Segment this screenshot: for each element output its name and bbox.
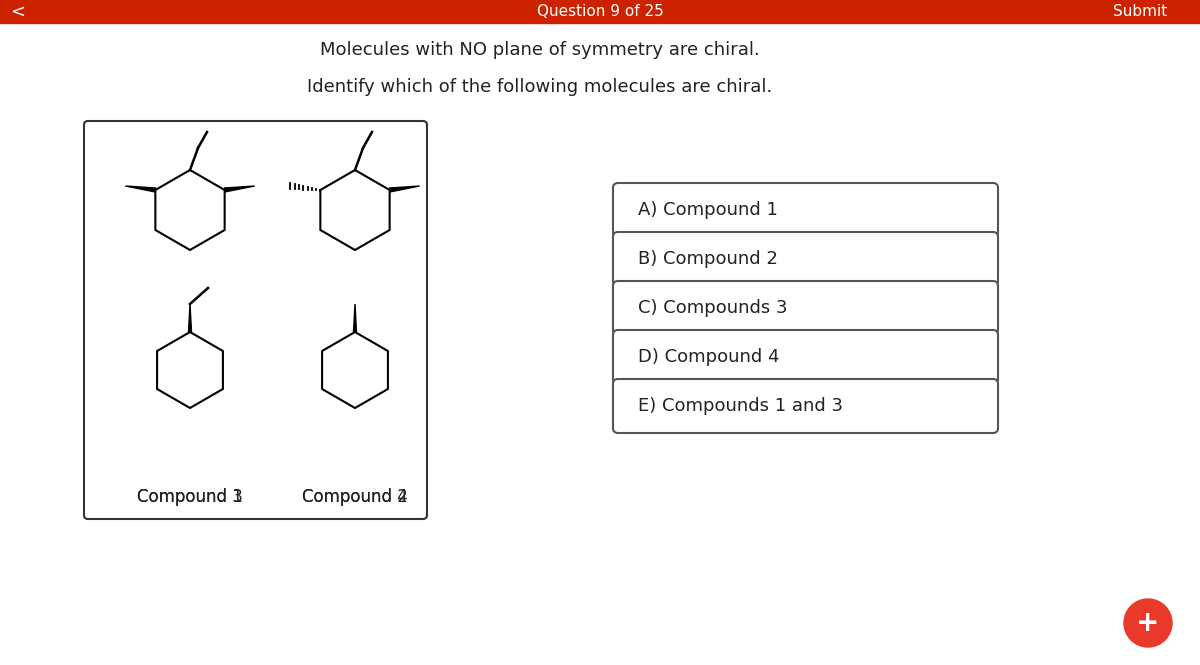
Polygon shape xyxy=(125,186,155,192)
FancyBboxPatch shape xyxy=(613,281,998,335)
Polygon shape xyxy=(188,304,192,332)
Text: <: < xyxy=(11,3,25,21)
Text: E) Compounds 1 and 3: E) Compounds 1 and 3 xyxy=(638,397,842,415)
Text: Compound 1: Compound 1 xyxy=(137,488,242,506)
Circle shape xyxy=(1124,599,1172,647)
Text: Compound 4: Compound 4 xyxy=(302,488,408,506)
Text: A) Compound 1: A) Compound 1 xyxy=(638,201,778,219)
FancyBboxPatch shape xyxy=(613,330,998,384)
Text: B) Compound 2: B) Compound 2 xyxy=(638,250,778,268)
Text: Question 9 of 25: Question 9 of 25 xyxy=(536,5,664,19)
Polygon shape xyxy=(354,304,356,332)
Text: +: + xyxy=(1136,609,1159,637)
Polygon shape xyxy=(390,186,420,192)
Bar xyxy=(0,0,1200,23)
Polygon shape xyxy=(224,186,254,192)
FancyBboxPatch shape xyxy=(613,232,998,286)
FancyBboxPatch shape xyxy=(613,183,998,237)
FancyBboxPatch shape xyxy=(613,379,998,433)
Text: Submit: Submit xyxy=(1112,5,1168,19)
Text: Compound 3: Compound 3 xyxy=(137,488,242,506)
Text: Compound 2: Compound 2 xyxy=(302,488,408,506)
FancyBboxPatch shape xyxy=(84,121,427,519)
Text: C) Compounds 3: C) Compounds 3 xyxy=(638,299,787,317)
Text: Identify which of the following molecules are chiral.: Identify which of the following molecule… xyxy=(307,78,773,96)
Text: Molecules with NO plane of symmetry are chiral.: Molecules with NO plane of symmetry are … xyxy=(320,41,760,59)
Text: D) Compound 4: D) Compound 4 xyxy=(638,348,780,366)
